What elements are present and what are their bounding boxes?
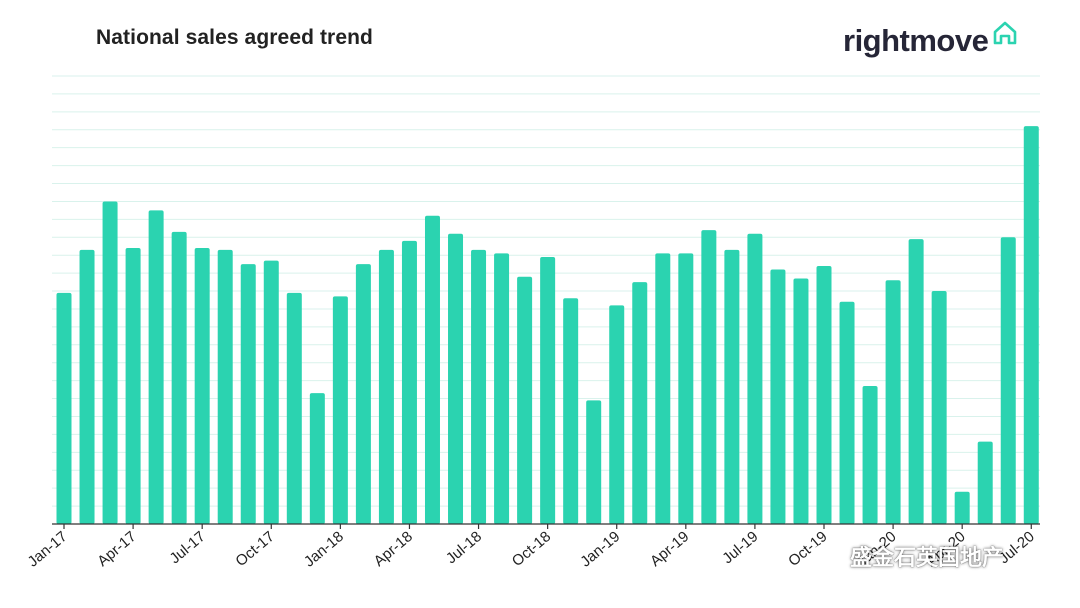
bar-jan-19 bbox=[609, 305, 625, 524]
bar-jun-18 bbox=[448, 233, 464, 525]
bar-jul-19 bbox=[747, 233, 763, 525]
bar-aug-17 bbox=[217, 249, 233, 524]
bar-dec-18 bbox=[586, 400, 602, 524]
bar-may-18 bbox=[424, 215, 440, 524]
bar-aug-19 bbox=[770, 269, 786, 524]
bar-apr-19 bbox=[678, 253, 694, 524]
bar-dec-19 bbox=[862, 386, 878, 524]
bar-mar-20 bbox=[931, 291, 947, 524]
bar-oct-19 bbox=[816, 265, 832, 524]
bar-mar-18 bbox=[378, 249, 394, 524]
x-tick-label: Jul-17 bbox=[167, 528, 209, 567]
bar-may-19 bbox=[701, 230, 717, 524]
wechat-icon bbox=[812, 543, 846, 568]
bar-apr-18 bbox=[401, 240, 417, 524]
x-tick-label: Apr-18 bbox=[371, 528, 416, 570]
bar-feb-17 bbox=[79, 249, 95, 524]
bar-feb-20 bbox=[908, 239, 924, 524]
bar-nov-17 bbox=[286, 292, 302, 524]
watermark-text: 盛金石英国地产 bbox=[850, 545, 1005, 570]
bar-sep-17 bbox=[240, 264, 256, 524]
bar-jan-18 bbox=[332, 296, 348, 524]
bar-jun-19 bbox=[724, 249, 740, 524]
bar-sep-18 bbox=[517, 276, 533, 524]
x-tick-label: Jan-19 bbox=[577, 528, 623, 571]
bar-mar-17 bbox=[102, 201, 118, 524]
chart-title: National sales agreed trend bbox=[96, 26, 373, 49]
x-tick-label: Oct-17 bbox=[232, 528, 277, 570]
bar-mar-19 bbox=[655, 253, 671, 524]
brand-name: rightmove bbox=[843, 23, 989, 58]
bar-jul-18 bbox=[471, 249, 487, 524]
bar-jun-17 bbox=[171, 231, 187, 525]
bar-apr-20 bbox=[954, 491, 970, 524]
bar-feb-19 bbox=[632, 282, 648, 524]
bar-may-20 bbox=[977, 441, 993, 524]
bar-may-17 bbox=[148, 210, 164, 524]
bar-oct-17 bbox=[263, 260, 279, 524]
bar-jan-17 bbox=[56, 292, 72, 524]
house-outline-icon bbox=[994, 21, 1017, 45]
x-tick-label: Oct-18 bbox=[509, 528, 554, 570]
bar-jan-20 bbox=[885, 280, 901, 524]
x-tick-label: Jul-18 bbox=[443, 528, 485, 567]
x-tick-label: Jan-18 bbox=[301, 528, 347, 571]
x-tick-label: Jan-17 bbox=[25, 528, 71, 571]
x-tick-label: Apr-17 bbox=[94, 528, 139, 570]
bar-feb-18 bbox=[355, 264, 371, 524]
bar-sep-19 bbox=[793, 278, 809, 524]
brand-logo: rightmove bbox=[843, 20, 1018, 62]
bar-nov-19 bbox=[839, 301, 855, 524]
bar-apr-17 bbox=[125, 248, 141, 525]
watermark: 盛金石英国地产 bbox=[812, 540, 1004, 572]
bar-oct-18 bbox=[540, 256, 556, 524]
x-tick-label: Jul-19 bbox=[719, 528, 761, 567]
bar-jun-20 bbox=[1000, 237, 1016, 524]
bar-jul-17 bbox=[194, 248, 210, 525]
bar-aug-18 bbox=[494, 253, 510, 524]
x-tick-label: Apr-19 bbox=[647, 528, 692, 570]
bar-dec-17 bbox=[309, 393, 325, 524]
bar-nov-18 bbox=[563, 298, 579, 524]
bar-jul-20 bbox=[1023, 126, 1039, 525]
